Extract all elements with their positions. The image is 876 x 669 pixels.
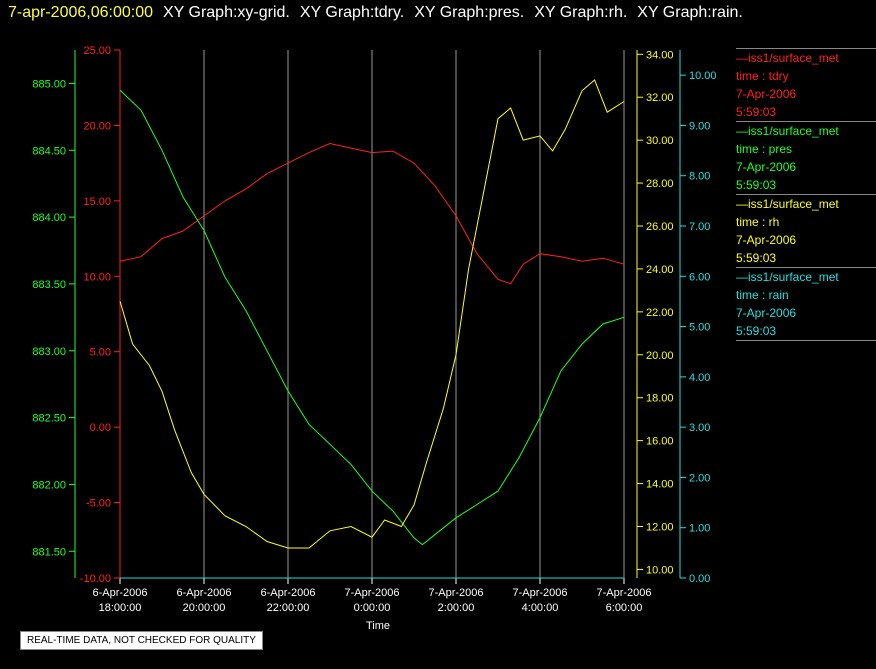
- x-tick-label-date: 7-Apr-2006: [596, 587, 651, 599]
- rh-tick-label: 14.00: [646, 479, 674, 491]
- tdry-tick-label: 5.00: [90, 347, 111, 359]
- legend-rain: —iss1/surface_met time : rain 7-Apr-2006…: [736, 267, 876, 341]
- rain-tick-label: 10.00: [689, 70, 717, 82]
- rain-tick-label: 8.00: [689, 171, 710, 183]
- rain-tick-label: 7.00: [689, 221, 710, 233]
- legend-pres: —iss1/surface_met time : pres 7-Apr-2006…: [736, 121, 876, 194]
- series-line-rh: [119, 79, 625, 549]
- x-tick-label-date: 7-Apr-2006: [344, 587, 399, 599]
- tdry-tick-label: 20.00: [83, 120, 111, 132]
- legend-time: 5:59:03: [736, 178, 777, 192]
- pres-tick-label: 884.50: [32, 145, 66, 157]
- pres-tick-label: 883.00: [32, 346, 66, 358]
- x-tick-label-date: 6-Apr-2006: [92, 587, 147, 599]
- rain-tick-label: 9.00: [689, 120, 710, 132]
- legend-variable: time : pres: [736, 142, 793, 156]
- header-title-rh: XY Graph:rh.: [534, 4, 628, 21]
- rh-tick-label: 32.00: [646, 92, 674, 104]
- tdry-tick-label: 15.00: [83, 196, 111, 208]
- tdry-tick-label: 10.00: [83, 271, 111, 283]
- tdry-tick-label: 25.00: [83, 45, 111, 57]
- header-title-grid: XY Graph:xy-grid.: [163, 4, 290, 21]
- rain-tick-label: 0.00: [689, 573, 710, 585]
- rh-tick-label: 28.00: [646, 178, 674, 190]
- rh-tick-label: 16.00: [646, 436, 674, 448]
- x-axis-label: Time: [366, 620, 390, 632]
- legend-station: —iss1/surface_met: [736, 51, 839, 65]
- legend-tdry: —iss1/surface_met time : tdry 7-Apr-2006…: [736, 48, 876, 121]
- rh-tick-label: 18.00: [646, 393, 674, 405]
- legend-variable: time : tdry: [736, 69, 789, 83]
- header-bar: 7-apr-2006,06:00:00 XY Graph:xy-grid. XY G…: [8, 4, 753, 24]
- quality-note: REAL-TIME DATA, NOT CHECKED FOR QUALITY: [20, 631, 263, 650]
- pres-tick-label: 881.50: [32, 546, 66, 558]
- rh-tick-label: 30.00: [646, 135, 674, 147]
- x-tick-label-time: 20:00:00: [183, 602, 226, 614]
- rh-tick-label: 22.00: [646, 307, 674, 319]
- pres-tick-label: 885.00: [32, 78, 66, 90]
- rain-tick-label: 2.00: [689, 472, 710, 484]
- legend-station: —iss1/surface_met: [736, 124, 839, 138]
- legend-variable: time : rh: [736, 215, 780, 229]
- header-timestamp: 7-apr-2006,06:00:00: [8, 4, 153, 21]
- legend-date: 7-Apr-2006: [736, 233, 797, 247]
- legend-variable: time : rain: [736, 288, 789, 302]
- rh-tick-label: 24.00: [646, 264, 674, 276]
- x-tick-label-time: 18:00:00: [99, 602, 142, 614]
- legend-date: 7-Apr-2006: [736, 306, 797, 320]
- tdry-tick-label: 0.00: [90, 422, 111, 434]
- series-line-pres: [119, 89, 625, 546]
- x-tick-label-time: 0:00:00: [354, 602, 391, 614]
- rh-tick-label: 20.00: [646, 350, 674, 362]
- rh-tick-label: 26.00: [646, 221, 674, 233]
- rain-tick-label: 1.00: [689, 523, 710, 535]
- rain-tick-label: 5.00: [689, 322, 710, 334]
- x-tick-label-time: 6:00:00: [606, 602, 643, 614]
- x-tick-label-date: 7-Apr-2006: [428, 587, 483, 599]
- x-tick-label-date: 6-Apr-2006: [176, 587, 231, 599]
- x-tick-label-time: 4:00:00: [522, 602, 559, 614]
- pres-tick-label: 883.50: [32, 279, 66, 291]
- legend-station: —iss1/surface_met: [736, 270, 839, 284]
- rain-tick-label: 6.00: [689, 271, 710, 283]
- header-title-tdry: XY Graph:tdry.: [299, 4, 405, 21]
- rh-tick-label: 34.00: [646, 49, 674, 61]
- legend-time: 5:59:03: [736, 105, 777, 119]
- header-title-pres: XY Graph:pres.: [414, 4, 525, 21]
- series-line-tdry: [119, 142, 625, 285]
- legend-date: 7-Apr-2006: [736, 87, 797, 101]
- x-tick-label-date: 6-Apr-2006: [260, 587, 315, 599]
- header-title-rain: XY Graph:rain.: [637, 4, 743, 21]
- tdry-tick-label: -10.00: [80, 573, 111, 585]
- x-tick-label-time: 2:00:00: [438, 602, 475, 614]
- tdry-tick-label: -5.00: [86, 498, 111, 510]
- pres-tick-label: 882.00: [32, 479, 66, 491]
- rh-tick-label: 10.00: [646, 564, 674, 576]
- rain-tick-label: 4.00: [689, 372, 710, 384]
- x-tick-label-time: 22:00:00: [267, 602, 310, 614]
- legend-time: 5:59:03: [736, 324, 777, 338]
- pres-tick-label: 882.50: [32, 413, 66, 425]
- legend-time: 5:59:03: [736, 251, 777, 265]
- rain-tick-label: 3.00: [689, 422, 710, 434]
- legend-date: 7-Apr-2006: [736, 160, 797, 174]
- pres-tick-label: 884.00: [32, 212, 66, 224]
- legend-station: —iss1/surface_met: [736, 197, 839, 211]
- x-tick-label-date: 7-Apr-2006: [512, 587, 567, 599]
- rh-tick-label: 12.00: [646, 521, 674, 533]
- legend-rh: —iss1/surface_met time : rh 7-Apr-2006 5…: [736, 194, 876, 267]
